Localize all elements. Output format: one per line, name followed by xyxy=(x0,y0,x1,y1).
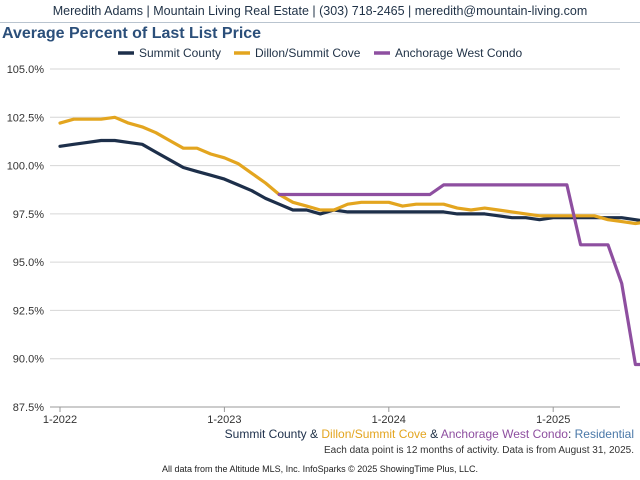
subtitle-series-1: Summit County xyxy=(224,427,307,441)
header-contact-bar: Meredith Adams | Mountain Living Real Es… xyxy=(0,0,640,23)
series-line-3 xyxy=(277,183,640,367)
x-tick-label: 1-2022 xyxy=(43,414,77,426)
x-tick-label: 1-2024 xyxy=(372,414,406,426)
y-tick-label: 102.5% xyxy=(7,112,45,124)
y-tick-label: 97.5% xyxy=(13,209,44,221)
subtitle-amp-1: & xyxy=(306,427,322,441)
data-note: Each data point is 12 months of activity… xyxy=(324,445,634,456)
y-tick-label: 92.5% xyxy=(13,305,44,317)
chart-title: Average Percent of Last List Price xyxy=(2,25,262,42)
y-tick-label: 87.5% xyxy=(13,402,44,414)
legend-label-1: Summit County xyxy=(139,46,221,60)
series-line-2 xyxy=(58,115,640,226)
chart-subtitle: Summit County & Dillon/Summit Cove & Anc… xyxy=(225,427,634,441)
subtitle-separator: : xyxy=(567,427,575,441)
legend-label-3: Anchorage West Condo xyxy=(395,46,523,60)
subtitle-series-2: Dillon/Summit Cove xyxy=(321,427,427,441)
y-tick-label: 95.0% xyxy=(13,257,44,269)
x-tick-label: 1-2023 xyxy=(207,414,241,426)
legend: Summit County Dillon/Summit Cove Anchorage… xyxy=(118,46,523,60)
grid-layer xyxy=(50,68,620,408)
subtitle-property-type: Residential xyxy=(574,427,634,441)
subtitle-amp-2: & xyxy=(426,427,441,441)
footer-credit: All data from the Altitude MLS, Inc. Inf… xyxy=(162,464,478,474)
y-tick-label: 105.0% xyxy=(7,64,45,76)
axes-layer: 87.5% 90.0% 92.5% 95.0% 97.5% 100.0% 102.5% 105… xyxy=(7,64,620,426)
series-layer xyxy=(58,115,640,367)
y-tick-label: 90.0% xyxy=(13,354,44,366)
y-tick-label: 100.0% xyxy=(7,161,45,173)
legend-label-2: Dillon/Summit Cove xyxy=(255,46,361,60)
subtitle-series-3: Anchorage West Condo xyxy=(440,427,568,441)
x-tick-label: 1-2025 xyxy=(536,414,570,426)
series-line-1 xyxy=(58,138,640,222)
